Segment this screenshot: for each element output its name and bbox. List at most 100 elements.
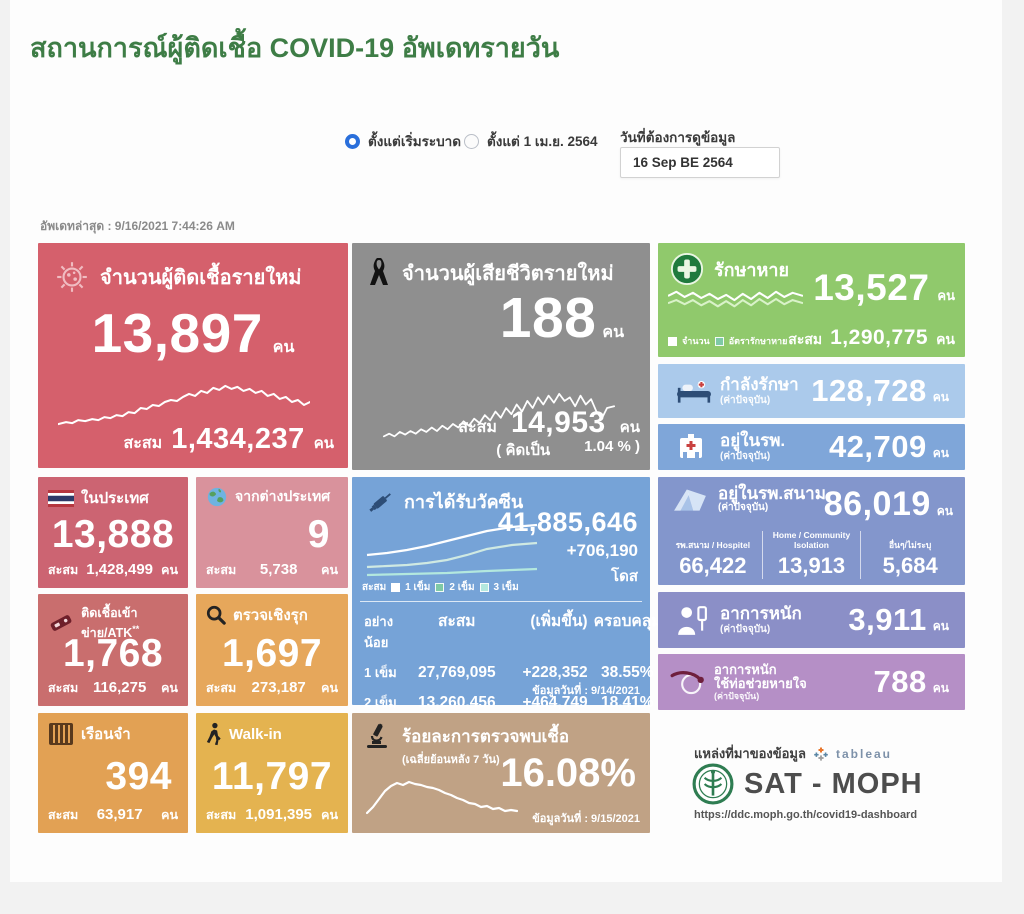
abroad-cum-unit: คน bbox=[321, 563, 338, 577]
patient-icon bbox=[678, 606, 707, 635]
deaths-cum-unit: คน bbox=[619, 419, 640, 436]
legend-dose2-swatch[interactable] bbox=[435, 583, 445, 592]
domestic-cum-label: สะสม bbox=[48, 563, 79, 577]
ventilator-icon bbox=[670, 671, 704, 695]
severe-value: 3,911 bbox=[848, 602, 927, 637]
card-new-cases: จำนวนผู้ติดเชื้อรายใหม่ 13,897 คน สะสม 1… bbox=[38, 243, 348, 468]
treating-unit: คน bbox=[932, 390, 949, 404]
legend-dose1-label: 1 เข็ม bbox=[405, 582, 431, 593]
proactive-cum-unit: คน bbox=[321, 681, 338, 695]
radio-since-april[interactable]: ตั้งแต่ 1 เม.ย. 2564 bbox=[464, 130, 598, 152]
domestic-value: 13,888 bbox=[51, 513, 175, 556]
severe-title: อาการหนัก bbox=[720, 604, 802, 624]
card-vaccine: การได้รับวัคซีน 41,885,646 +706,190 โดส … bbox=[352, 477, 662, 741]
recovered-cum-value: 1,290,775 bbox=[830, 326, 929, 349]
treating-note: (ค่าปัจจุบัน) bbox=[720, 394, 771, 406]
new-cases-title: จำนวนผู้ติดเชื้อรายใหม่ bbox=[100, 267, 302, 289]
card-positive-rate: ร้อยละการตรวจพบเชื้อ (เฉลี่ยย้อนหลัง 7 ว… bbox=[352, 713, 650, 833]
thai-flag-icon bbox=[48, 489, 74, 507]
breakdown-other: อื่นๆ/ไม่ระบุ 5,684 bbox=[860, 531, 959, 579]
deaths-value: 188 bbox=[499, 286, 597, 350]
ventilator-note: (ค่าปัจจุบัน) bbox=[714, 690, 760, 701]
recovered-legend: จำนวน อัตรารักษาหาย bbox=[668, 334, 787, 348]
date-picker-input[interactable] bbox=[620, 147, 780, 178]
proactive-value: 1,697 bbox=[221, 632, 323, 675]
severe-note: (ค่าปัจจุบัน) bbox=[720, 623, 771, 635]
field-hospital-value: 86,019 bbox=[823, 485, 931, 523]
deaths-cum-value: 14,953 bbox=[510, 406, 606, 439]
legend-count-checkbox[interactable] bbox=[668, 336, 677, 346]
severe-unit: คน bbox=[932, 619, 949, 633]
positive-rate-subtitle: (เฉลี่ยย้อนหลัง 7 วัน) bbox=[402, 754, 500, 766]
card-field-hospital: อยู่ในรพ.สนาม (ค่าปัจจุบัน) 86,019 คน รพ… bbox=[658, 477, 965, 585]
vaccine-title: การได้รับวัคซีน bbox=[404, 492, 524, 512]
positive-rate-footnote: ข้อมูลวันที่ : 9/15/2021 bbox=[532, 813, 640, 825]
deaths-rate-line: ( คิดเป็น 1.04 % ) bbox=[496, 438, 640, 462]
ventilator-unit: คน bbox=[932, 681, 949, 695]
legend-dose1-swatch[interactable] bbox=[391, 583, 401, 592]
treating-title: กำลังรักษา bbox=[720, 375, 799, 395]
hospital-building-icon bbox=[680, 434, 702, 458]
source-name: SAT - MOPH bbox=[744, 767, 923, 800]
medical-cross-icon bbox=[670, 252, 704, 286]
ventilator-value: 788 bbox=[873, 664, 927, 699]
vaccine-total-value: 41,885,646 bbox=[497, 507, 638, 537]
vaccine-sparkline bbox=[366, 523, 538, 577]
walkin-cum-value: 1,091,395 bbox=[245, 806, 313, 823]
deaths-sparkline bbox=[382, 392, 616, 438]
breakdown-home-isolation: Home / Community Isolation 13,913 bbox=[761, 531, 861, 579]
vaccine-col-header: อย่างน้อย bbox=[364, 614, 394, 650]
ventilator-title-line2: ใช้ท่อช่วยหายใจ bbox=[714, 676, 807, 692]
abroad-cum-label: สะสม bbox=[206, 563, 237, 577]
legend-dose3-swatch[interactable] bbox=[479, 583, 489, 592]
abroad-value: 9 bbox=[307, 513, 330, 556]
recovered-title: รักษาหาย bbox=[714, 259, 790, 280]
new-cases-cum-value: 1,434,237 bbox=[171, 423, 305, 455]
atk-cum-unit: คน bbox=[161, 681, 178, 695]
radio-selected-icon[interactable] bbox=[345, 133, 360, 149]
card-severe: อาการหนัก (ค่าปัจจุบัน) 3,911 คน bbox=[658, 592, 965, 648]
proactive-cum-label: สะสม bbox=[206, 681, 237, 695]
source-url[interactable]: https://ddc.moph.go.th/covid19-dashboard bbox=[694, 809, 918, 821]
proactive-cum-value: 273,187 bbox=[251, 679, 306, 696]
legend-rate-checkbox[interactable] bbox=[714, 336, 724, 346]
recovered-cum-label: สะสม bbox=[788, 331, 823, 347]
black-ribbon-icon bbox=[370, 258, 388, 285]
positive-rate-value: 16.08% bbox=[500, 751, 636, 795]
new-cases-unit: คน bbox=[272, 339, 295, 356]
radio-unselected-icon[interactable] bbox=[464, 133, 479, 149]
radio-since-start-label: ตั้งแต่เริ่มระบาด bbox=[368, 134, 462, 149]
card-treating: กำลังรักษา (ค่าปัจจุบัน) 128,728 คน bbox=[658, 364, 965, 418]
recovered-unit: คน bbox=[937, 288, 955, 303]
legend-dose3-label: 3 เข็ม bbox=[493, 582, 519, 593]
vaccine-row-dose1-delta: +228,352 bbox=[522, 664, 588, 681]
card-recovered: รักษาหาย 13,527 คน จำนวน อัตรารักษาหาย ส… bbox=[658, 243, 965, 357]
vaccine-row-dose2-label: 2 เข็ม bbox=[364, 695, 397, 710]
vaccine-row-dose2-delta: +464,749 bbox=[522, 694, 588, 711]
vaccine-row-dose2-cum: 13,260,456 bbox=[418, 694, 496, 711]
vaccine-row-dose1-label: 1 เข็ม bbox=[364, 665, 397, 680]
in-hospital-unit: คน bbox=[932, 446, 949, 460]
moph-seal-icon bbox=[692, 763, 734, 805]
vaccine-table: อย่างน้อย สะสม (เพิ่มขึ้น) ครอบคลุม 1 เข… bbox=[364, 608, 662, 743]
atk-title: ติดเชื้อเข้าข่าย/ATK** bbox=[81, 606, 140, 640]
legend-dose2-label: 2 เข็ม bbox=[449, 582, 475, 593]
radio-since-start[interactable]: ตั้งแต่เริ่มระบาด bbox=[345, 130, 461, 152]
vaccine-legend: สะสม 1 เข็ม 2 เข็ม 3 เข็ม bbox=[362, 580, 519, 595]
deaths-title: จำนวนผู้เสียชีวิตรายใหม่ bbox=[402, 263, 614, 285]
vaccine-unit: โดส bbox=[611, 568, 638, 585]
new-cases-cum-label: สะสม bbox=[123, 435, 163, 452]
tent-icon bbox=[674, 489, 706, 511]
atk-value: 1,768 bbox=[62, 632, 164, 675]
page-title: สถานการณ์ผู้ติดเชื้อ COVID-19 อัพเดทรายว… bbox=[30, 33, 560, 63]
recovered-value: 13,527 bbox=[813, 267, 930, 308]
domestic-cum-unit: คน bbox=[161, 563, 178, 577]
card-in-hospital: อยู่ในรพ. (ค่าปัจจุบัน) 42,709 คน bbox=[658, 424, 965, 470]
hospital-bed-icon bbox=[677, 380, 711, 403]
deaths-unit: คน bbox=[602, 324, 624, 341]
vaccine-col-header: (เพิ่มขึ้น) bbox=[530, 613, 588, 630]
positive-rate-title: ร้อยละการตรวจพบเชื้อ bbox=[402, 727, 570, 746]
atk-footnote-marker: ** bbox=[132, 623, 140, 634]
legend-rate-label: อัตรารักษาหาย bbox=[728, 336, 788, 346]
vaccine-footnote: ข้อมูลวันที่ : 9/14/2021 bbox=[532, 685, 640, 697]
